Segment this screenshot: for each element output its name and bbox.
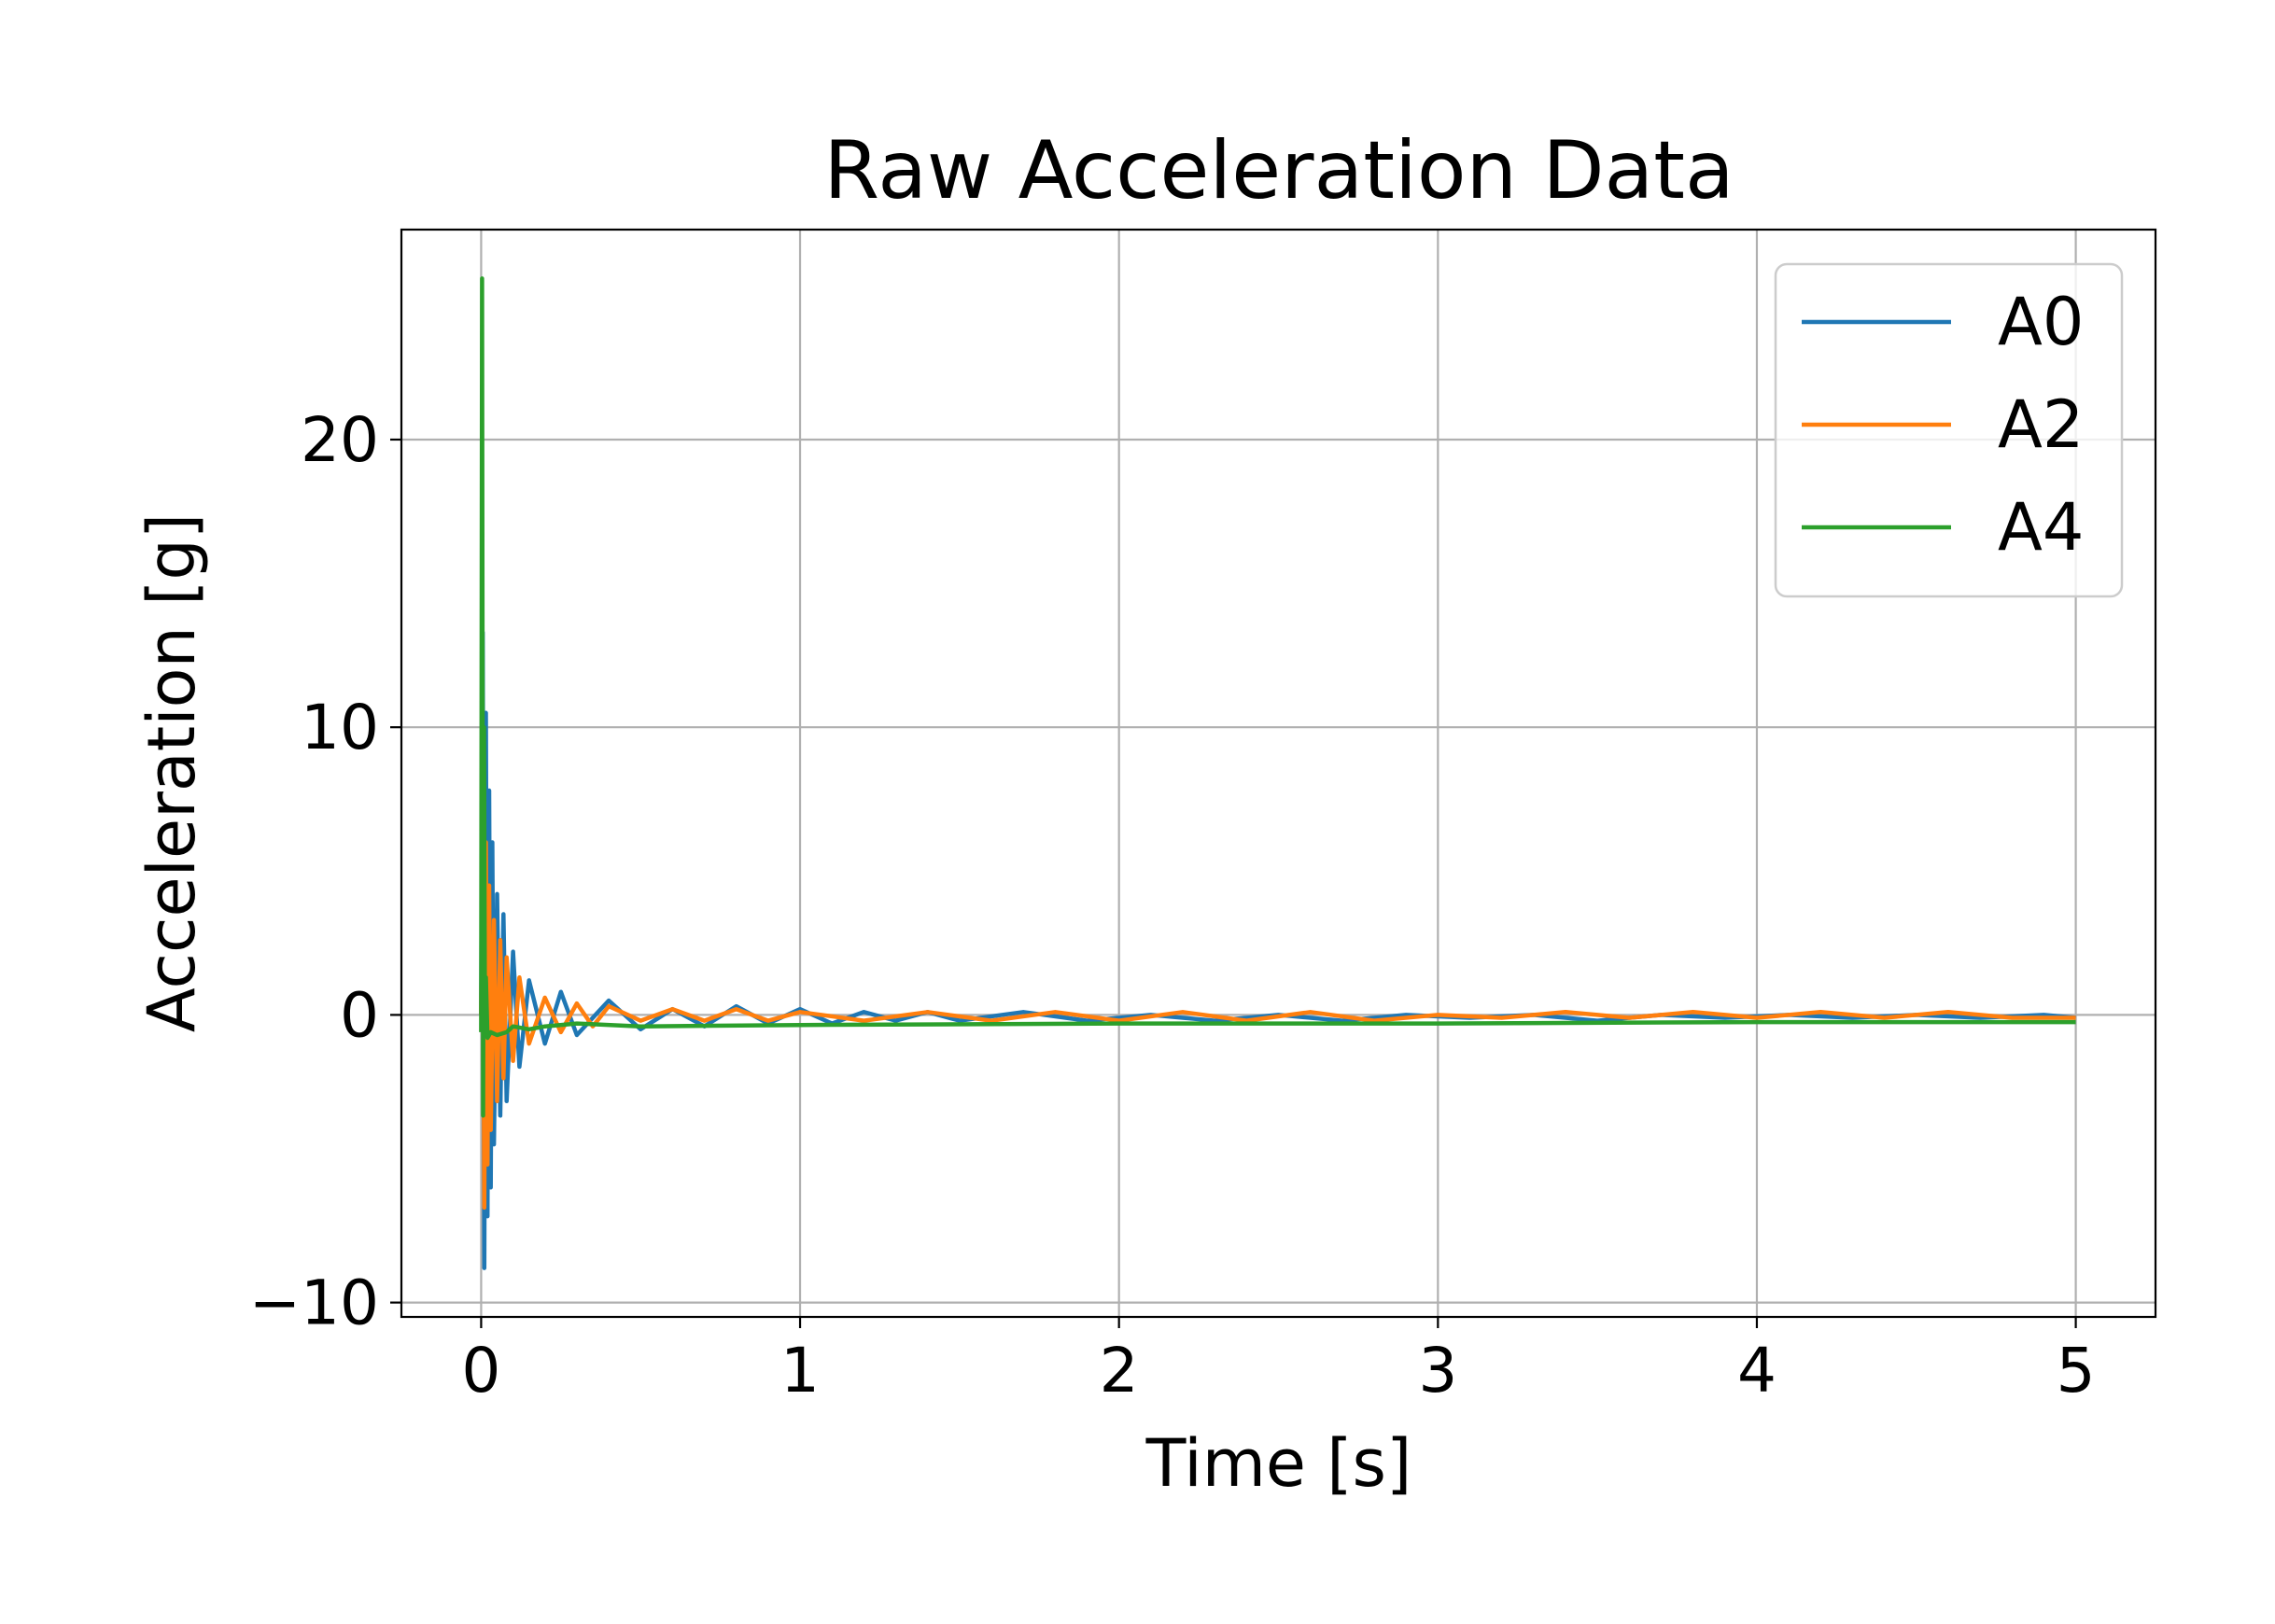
series-line-a4 [479, 276, 2076, 1118]
x-tick-label: 3 [1418, 1335, 1457, 1407]
y-tick-label: 0 [340, 979, 379, 1051]
y-tick-label: −10 [249, 1267, 379, 1339]
series-layer [479, 276, 2076, 1270]
legend-label-a2: A2 [1998, 386, 2084, 463]
y-axis-label: Acceleration [g] [133, 513, 210, 1032]
y-tick-label: 10 [301, 692, 379, 763]
plot-frame [400, 228, 2157, 1319]
legend-label-a4: A4 [1998, 489, 2084, 566]
series-line-a2 [479, 834, 2076, 1211]
x-tick-label: 4 [1737, 1335, 1776, 1407]
chart-title: Raw Acceleration Data [823, 124, 1734, 217]
legend-box [1774, 262, 2124, 598]
x-axis-label: Time [s] [1145, 1425, 1412, 1502]
legend-label-a0: A0 [1998, 284, 2084, 360]
y-tick-label: 20 [301, 404, 379, 476]
x-tick-label: 0 [461, 1335, 500, 1407]
x-tick-label: 5 [2057, 1335, 2096, 1407]
x-tick-label: 1 [780, 1335, 820, 1407]
x-tick-label: 2 [1100, 1335, 1139, 1407]
ticks: 0 1 2 3 4 5 −10 0 10 20 [249, 404, 2096, 1407]
legend: A0 A2 A4 [1774, 262, 2124, 598]
